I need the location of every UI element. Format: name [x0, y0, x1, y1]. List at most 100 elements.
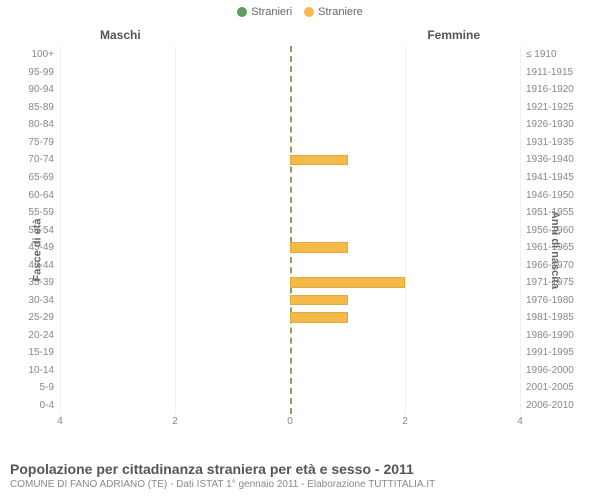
x-axis-label: 0 [287, 416, 293, 427]
row-bars [60, 239, 520, 257]
female-half [290, 46, 520, 64]
female-half [290, 327, 520, 345]
table-row: 70-741936-1940 [60, 151, 520, 169]
x-axis-label: 4 [517, 416, 523, 427]
rows-container: 100+≤ 191095-991911-191590-941916-192085… [60, 46, 520, 414]
header-female: Femmine [427, 28, 480, 42]
table-row: 90-941916-1920 [60, 81, 520, 99]
female-bar [290, 242, 348, 253]
row-bars [60, 134, 520, 152]
legend: Stranieri Straniere [0, 6, 600, 18]
birth-year-label: 1926-1930 [526, 119, 574, 130]
male-half [60, 239, 290, 257]
birth-year-label: 1921-1925 [526, 102, 574, 113]
male-half [60, 81, 290, 99]
male-half [60, 221, 290, 239]
x-axis: 42024 [60, 414, 520, 430]
footer: Popolazione per cittadinanza straniera p… [10, 461, 590, 490]
male-half [60, 256, 290, 274]
female-bar [290, 295, 348, 306]
x-axis-label: 4 [57, 416, 63, 427]
plot-area: 100+≤ 191095-991911-191590-941916-192085… [60, 46, 520, 414]
age-label: 95-99 [28, 67, 54, 78]
birth-year-label: 2001-2005 [526, 382, 574, 393]
table-row: 25-291981-1985 [60, 309, 520, 327]
female-half [290, 116, 520, 134]
legend-item-male: Stranieri [237, 6, 292, 18]
female-half [290, 256, 520, 274]
age-label: 70-74 [28, 154, 54, 165]
age-label: 100+ [31, 49, 54, 60]
birth-year-label: 2006-2010 [526, 400, 574, 411]
row-bars [60, 221, 520, 239]
male-half [60, 151, 290, 169]
table-row: 95-991911-1915 [60, 64, 520, 82]
female-half [290, 274, 520, 292]
table-row: 65-691941-1945 [60, 169, 520, 187]
birth-year-label: 1936-1940 [526, 154, 574, 165]
age-label: 50-54 [28, 225, 54, 236]
female-half [290, 134, 520, 152]
table-row: 55-591951-1955 [60, 204, 520, 222]
age-label: 45-49 [28, 242, 54, 253]
row-bars [60, 256, 520, 274]
row-bars [60, 362, 520, 380]
female-half [290, 362, 520, 380]
female-bar [290, 155, 348, 166]
row-bars [60, 397, 520, 415]
table-row: 75-791931-1935 [60, 134, 520, 152]
row-bars [60, 169, 520, 187]
table-row: 10-141996-2000 [60, 362, 520, 380]
female-half [290, 221, 520, 239]
age-label: 0-4 [40, 400, 54, 411]
female-half [290, 239, 520, 257]
legend-label-male: Stranieri [251, 6, 292, 18]
chart-subtitle: COMUNE DI FANO ADRIANO (TE) - Dati ISTAT… [10, 479, 590, 490]
chart-title: Popolazione per cittadinanza straniera p… [10, 461, 590, 477]
age-label: 75-79 [28, 137, 54, 148]
female-half [290, 379, 520, 397]
age-label: 35-39 [28, 277, 54, 288]
table-row: 30-341976-1980 [60, 291, 520, 309]
female-half [290, 169, 520, 187]
row-bars [60, 274, 520, 292]
female-bar [290, 277, 405, 288]
table-row: 40-441966-1970 [60, 256, 520, 274]
birth-year-label: ≤ 1910 [526, 49, 557, 60]
age-label: 60-64 [28, 190, 54, 201]
gridline [520, 46, 521, 414]
age-label: 5-9 [40, 382, 54, 393]
table-row: 50-541956-1960 [60, 221, 520, 239]
table-row: 20-241986-1990 [60, 327, 520, 345]
birth-year-label: 1916-1920 [526, 84, 574, 95]
row-bars [60, 204, 520, 222]
row-bars [60, 327, 520, 345]
age-label: 25-29 [28, 312, 54, 323]
male-half [60, 46, 290, 64]
legend-swatch-male [237, 7, 247, 17]
row-bars [60, 291, 520, 309]
female-bar [290, 312, 348, 323]
row-bars [60, 379, 520, 397]
birth-year-label: 1981-1985 [526, 312, 574, 323]
female-half [290, 397, 520, 415]
row-bars [60, 46, 520, 64]
legend-swatch-female [304, 7, 314, 17]
male-half [60, 309, 290, 327]
row-bars [60, 99, 520, 117]
male-half [60, 291, 290, 309]
male-half [60, 186, 290, 204]
female-half [290, 291, 520, 309]
female-half [290, 99, 520, 117]
age-label: 30-34 [28, 295, 54, 306]
table-row: 80-841926-1930 [60, 116, 520, 134]
legend-item-female: Straniere [304, 6, 363, 18]
birth-year-label: 1966-1970 [526, 260, 574, 271]
male-half [60, 204, 290, 222]
age-label: 55-59 [28, 207, 54, 218]
female-half [290, 344, 520, 362]
row-bars [60, 116, 520, 134]
male-half [60, 64, 290, 82]
birth-year-label: 1911-1915 [526, 67, 573, 78]
table-row: 0-42006-2010 [60, 397, 520, 415]
